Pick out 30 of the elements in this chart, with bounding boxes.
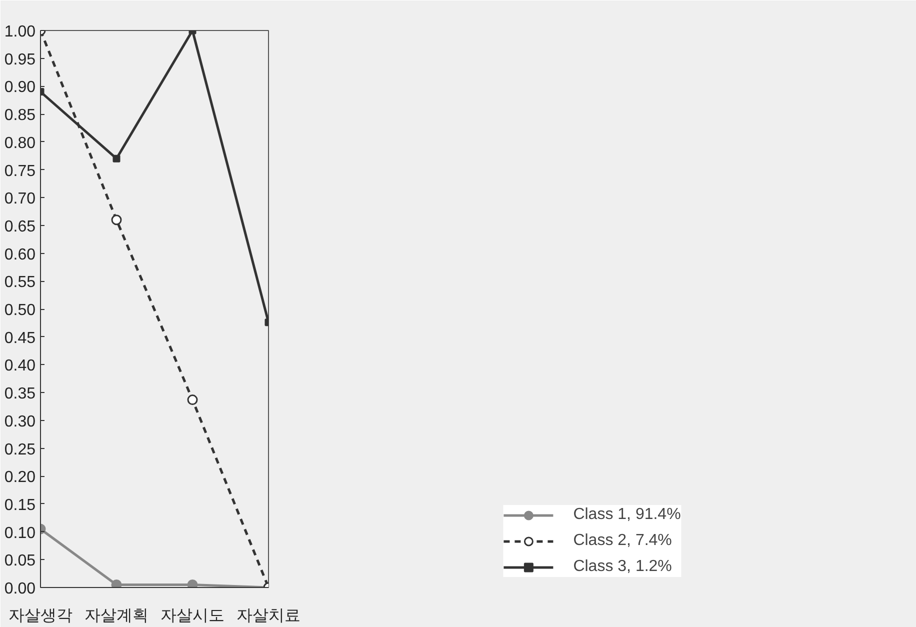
y-tick-label: 0.50 <box>4 302 36 319</box>
legend-label: Class 1, 91.4% <box>573 506 681 524</box>
legend-label: Class 2, 7.4% <box>573 532 672 550</box>
y-tick-label: 0.75 <box>4 162 36 180</box>
y-tick-label: 0.10 <box>4 524 36 542</box>
y-tick-label: 0.05 <box>4 552 36 570</box>
y-tick-label: 0.30 <box>4 413 36 430</box>
y-tick-label: 0.70 <box>4 190 36 208</box>
x-tick-label: 자살시도 <box>160 608 224 624</box>
y-tick-label: 0.55 <box>4 274 36 292</box>
y-tick-label: 0.15 <box>4 496 36 514</box>
x-tick-label: 자살생각 <box>8 608 72 624</box>
x-tick-label: 자살치료 <box>236 608 300 624</box>
y-tick-label: 0.60 <box>4 246 36 264</box>
y-tick-label: 0.35 <box>4 386 36 403</box>
y-tick-label: 0.45 <box>4 330 36 347</box>
legend-label: Class 3, 1.2% <box>573 558 672 576</box>
y-tick-label: 0.85 <box>4 107 36 124</box>
y-tick-label: 0.65 <box>4 218 36 236</box>
y-tick-label: 1.00 <box>4 24 36 40</box>
y-tick-label: 0.20 <box>4 469 36 486</box>
y-tick-label: 0.25 <box>4 441 36 458</box>
y-tick-label: 0.40 <box>4 358 36 375</box>
point <box>111 579 122 588</box>
y-tick-label: 0.95 <box>4 51 36 68</box>
x-tick-label: 자살계획 <box>84 608 148 624</box>
y-tick-label: 0.00 <box>4 580 36 598</box>
y-tick-label: 0.80 <box>4 134 36 152</box>
y-tick-label: 0.90 <box>4 79 36 96</box>
point <box>187 579 198 588</box>
